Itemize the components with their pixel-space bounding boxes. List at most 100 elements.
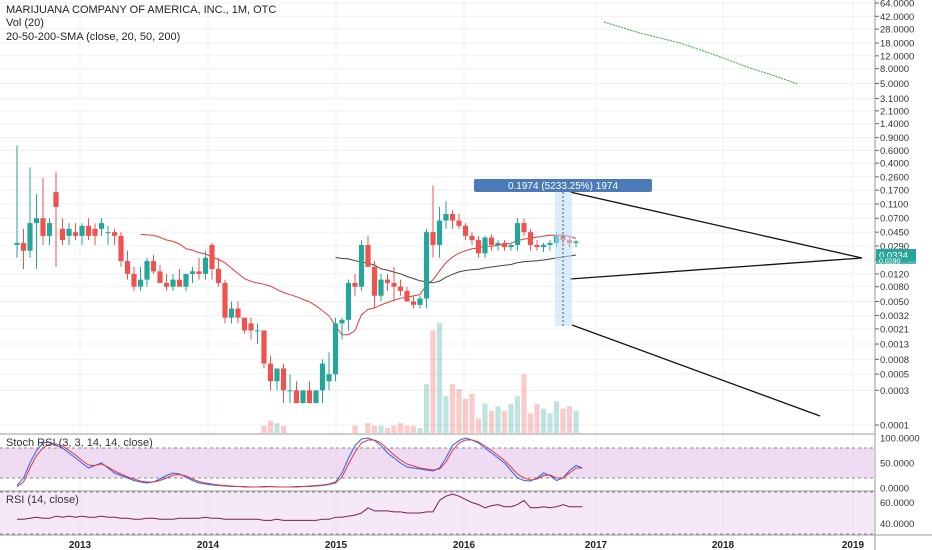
candle-body xyxy=(508,244,514,248)
rsi-band xyxy=(0,492,875,534)
volume-bar xyxy=(449,384,456,433)
y-tick-label: 0.0013 xyxy=(880,340,909,351)
volume-bar xyxy=(371,425,378,433)
candle-body xyxy=(300,390,306,404)
volume-bar xyxy=(469,393,475,433)
trendline-volume[interactable] xyxy=(571,324,821,417)
volume-label: Vol (20) xyxy=(6,17,44,29)
volume-bar xyxy=(521,374,527,433)
y-tick-label: 0.0700 xyxy=(880,214,909,225)
volume-bar xyxy=(410,425,417,433)
candle-body xyxy=(163,282,170,287)
volume-bar xyxy=(566,406,573,433)
y-tick-label: 28.0000 xyxy=(880,25,914,36)
candle-body xyxy=(40,218,46,236)
y-tick-label: 0.0005 xyxy=(880,370,909,381)
y-tick-label: 64.0000 xyxy=(880,0,914,10)
candle-body xyxy=(196,271,202,274)
stoch-band xyxy=(0,448,875,478)
volume-bar xyxy=(430,330,436,433)
rsi-panel: 60.0000 40.0000 xyxy=(0,491,914,535)
candle-body xyxy=(53,192,59,207)
volume-bar xyxy=(423,384,430,433)
trendline-upper[interactable] xyxy=(569,191,863,259)
y-tick-label: 2.1000 xyxy=(880,106,909,117)
candle-body xyxy=(319,363,326,391)
volume-bar xyxy=(482,403,488,433)
candle-body xyxy=(176,279,183,287)
measure-highlight xyxy=(555,192,572,326)
trendline-lower[interactable] xyxy=(569,257,863,280)
y-tick-label: 0.9000 xyxy=(880,133,909,144)
volume-bar xyxy=(274,423,280,433)
y-tick-label: 12.0000 xyxy=(880,51,914,62)
volume-bar xyxy=(475,418,482,433)
candle-body xyxy=(417,298,423,305)
stoch-rsi-panel: 100.0000 50.0000 0.0000 xyxy=(0,434,920,495)
candle-body xyxy=(79,225,85,236)
candle-body xyxy=(391,282,397,287)
candle-body xyxy=(124,261,131,274)
candle-body xyxy=(469,235,475,241)
volume-bar xyxy=(391,425,397,433)
candle-body xyxy=(371,266,378,296)
time-axis[interactable]: 2013 2014 2015 2016 2017 2018 2019 xyxy=(69,540,865,550)
candle-body xyxy=(287,390,293,392)
candle-body xyxy=(410,301,417,305)
volume-bar xyxy=(378,425,384,433)
candle-body xyxy=(261,330,267,364)
candle-body xyxy=(215,269,222,283)
volume-bar xyxy=(547,413,553,433)
triangle-pattern xyxy=(569,191,863,417)
candle-body xyxy=(254,330,261,332)
candle-body xyxy=(378,279,384,296)
stoch-d-line xyxy=(16,439,583,488)
candle-body xyxy=(436,220,443,245)
sma-label: 20-50-200-SMA (close, 20, 50, 200) xyxy=(6,31,180,43)
y-tick-label: 0.2600 xyxy=(880,172,909,183)
y-tick-label: 0.0120 xyxy=(880,269,909,280)
candle-body xyxy=(313,390,319,404)
volume-bar xyxy=(527,413,534,433)
volume-bar xyxy=(384,428,391,433)
measure-callout-box xyxy=(474,179,652,192)
volume-bar xyxy=(462,398,469,433)
candle-body xyxy=(33,218,40,224)
candle-body xyxy=(384,279,391,283)
x-tick-label: 2019 xyxy=(842,540,865,550)
y-tick-label: 5.0000 xyxy=(880,79,909,90)
candle-body xyxy=(222,282,228,318)
stoch-y-label: 0.0000 xyxy=(880,484,909,495)
x-tick-label: 2017 xyxy=(585,540,608,550)
x-tick-label: 2014 xyxy=(197,540,220,550)
candle-body xyxy=(339,319,345,324)
rsi-label: RSI (14, close) xyxy=(6,494,79,506)
candle-body xyxy=(527,232,534,245)
candle-body xyxy=(202,257,209,274)
volume-bar xyxy=(365,423,371,433)
volume-bar xyxy=(573,411,579,433)
candle-body xyxy=(183,273,189,287)
y-tick-label: 8.0000 xyxy=(880,64,909,75)
candle-body xyxy=(482,237,488,254)
y-tick-label: 0.6000 xyxy=(880,146,909,157)
candle-body xyxy=(85,225,92,236)
y-tick-label: 0.4000 xyxy=(880,159,909,170)
second-price-text: 0.0290 xyxy=(879,259,901,266)
y-tick-label: 18.0000 xyxy=(880,39,914,50)
volume-bar xyxy=(508,403,514,433)
price-candles xyxy=(14,145,579,404)
candle-body xyxy=(540,244,547,248)
volume-bar xyxy=(352,425,358,433)
y-tick-label: 0.0008 xyxy=(880,355,909,366)
candle-body xyxy=(144,261,150,280)
y-tick-label: 0.0080 xyxy=(880,282,909,293)
candle-body xyxy=(267,363,274,382)
candle-body xyxy=(27,223,33,251)
volume-bar xyxy=(397,423,404,433)
volume-bar xyxy=(456,389,462,433)
measure-callout-text: 0.1974 (5233.25%) 1974 xyxy=(508,181,619,192)
candle-body xyxy=(189,271,196,274)
